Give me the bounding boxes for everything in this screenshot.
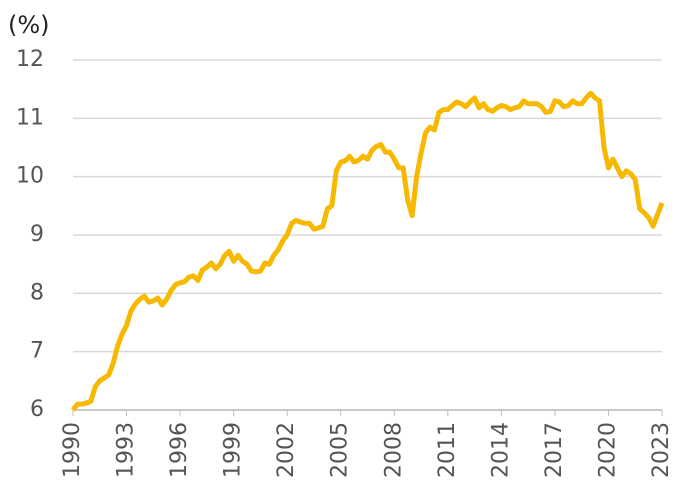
x-tick-label: 1999: [221, 422, 246, 478]
y-tick-label: 10: [16, 164, 44, 189]
x-tick-label: 2011: [435, 422, 460, 478]
y-tick-label: 7: [30, 339, 44, 364]
x-tick-label: 2002: [274, 422, 299, 478]
y-tick-label: 11: [16, 105, 44, 130]
x-tick-label: 1996: [167, 422, 192, 478]
y-axis-label: (%): [8, 11, 50, 39]
y-tick-label: 12: [16, 47, 44, 72]
x-tick-label: 2005: [328, 422, 353, 478]
x-tick-label: 2008: [381, 422, 406, 478]
x-tick-label: 1993: [114, 422, 139, 478]
x-tick-label: 2020: [595, 422, 620, 478]
data-line: [71, 90, 665, 412]
x-tick-label: 2017: [542, 422, 567, 478]
x-tick-label: 1990: [60, 422, 85, 478]
x-tick-label: 2014: [488, 422, 513, 478]
y-tick-label: 9: [30, 222, 44, 247]
y-tick-label: 8: [30, 280, 44, 305]
y-tick-label: 6: [30, 397, 44, 422]
x-tick-label: 2023: [649, 422, 674, 478]
